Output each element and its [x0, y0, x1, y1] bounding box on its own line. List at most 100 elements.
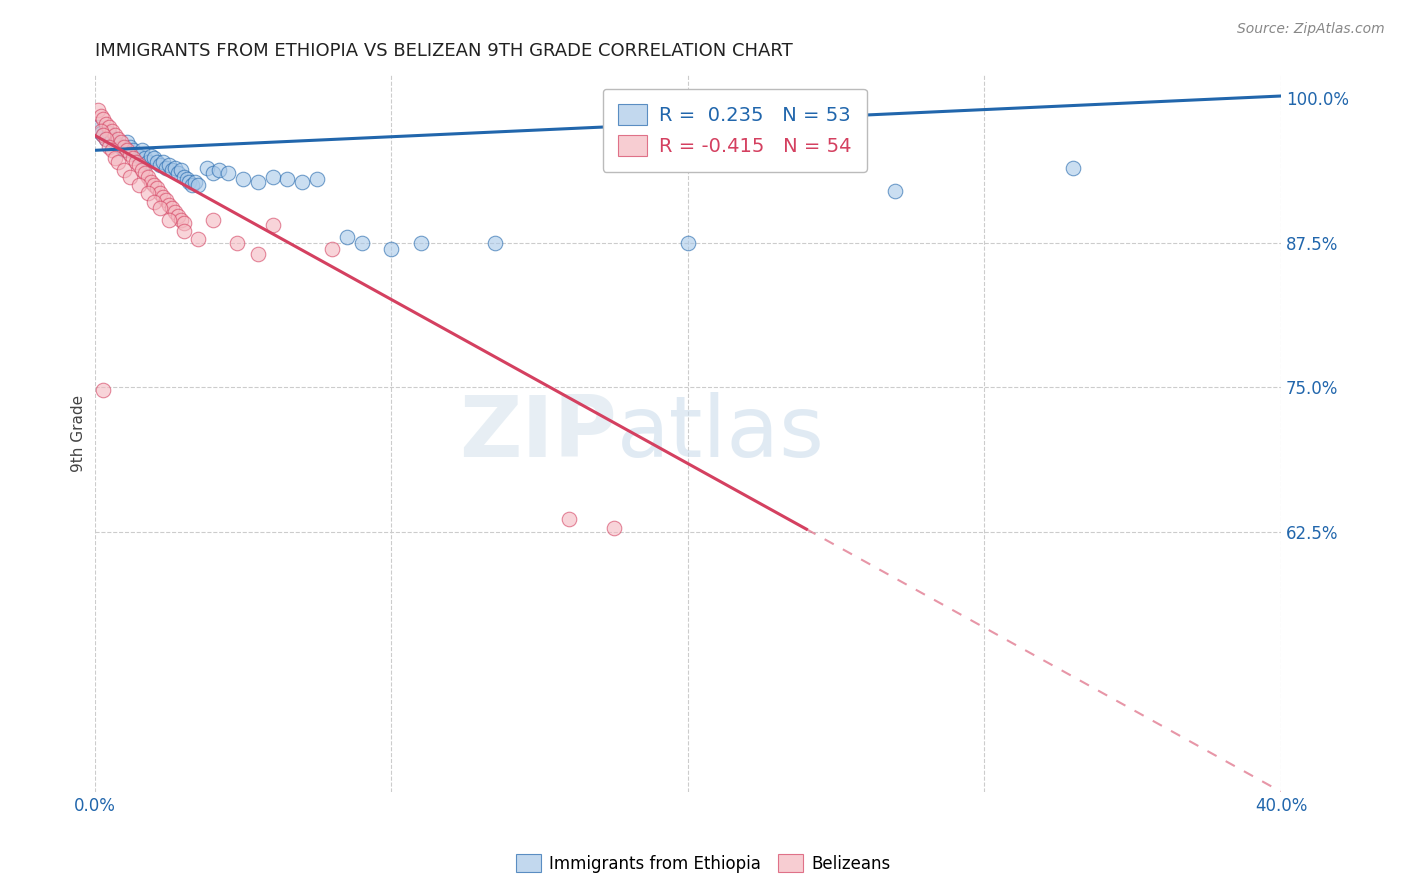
- Point: [98, 120, 121, 135]
- Point: [484, 235, 506, 250]
- Point: [262, 219, 284, 233]
- Text: ZIP: ZIP: [458, 392, 617, 475]
- Point: [246, 247, 269, 261]
- Point: [155, 161, 177, 175]
- Point: [169, 163, 191, 178]
- Point: [380, 242, 402, 256]
- Point: [110, 140, 132, 154]
- Point: [176, 172, 198, 186]
- Point: [101, 144, 124, 158]
- Point: [112, 144, 135, 158]
- Point: [115, 135, 138, 149]
- Point: [208, 163, 231, 178]
- Point: [321, 242, 343, 256]
- Point: [96, 132, 118, 146]
- Point: [187, 232, 209, 246]
- Point: [125, 146, 148, 161]
- Point: [149, 158, 172, 172]
- Text: Source: ZipAtlas.com: Source: ZipAtlas.com: [1237, 22, 1385, 37]
- Point: [232, 172, 254, 186]
- Point: [86, 120, 108, 135]
- Point: [160, 201, 183, 215]
- Point: [157, 212, 180, 227]
- Point: [1062, 161, 1084, 175]
- Text: IMMIGRANTS FROM ETHIOPIA VS BELIZEAN 9TH GRADE CORRELATION CHART: IMMIGRANTS FROM ETHIOPIA VS BELIZEAN 9TH…: [94, 42, 793, 60]
- Point: [163, 161, 186, 175]
- Point: [157, 158, 180, 172]
- Point: [134, 152, 156, 166]
- Point: [142, 178, 165, 192]
- Point: [120, 146, 142, 161]
- Point: [115, 144, 138, 158]
- Point: [131, 163, 153, 178]
- Point: [128, 158, 150, 172]
- Point: [128, 178, 150, 192]
- Point: [166, 166, 188, 180]
- Point: [179, 175, 201, 189]
- Point: [136, 154, 159, 169]
- Point: [112, 140, 135, 154]
- Y-axis label: 9th Grade: 9th Grade: [72, 395, 86, 472]
- Point: [104, 152, 127, 166]
- Point: [104, 128, 127, 143]
- Legend: Immigrants from Ethiopia, Belizeans: Immigrants from Ethiopia, Belizeans: [509, 847, 897, 880]
- Point: [96, 132, 118, 146]
- Point: [157, 197, 180, 211]
- Point: [152, 154, 174, 169]
- Point: [98, 140, 121, 154]
- Point: [96, 117, 118, 131]
- Point: [173, 169, 195, 184]
- Point: [181, 178, 204, 192]
- Point: [217, 166, 239, 180]
- Point: [166, 209, 188, 223]
- Point: [86, 103, 108, 117]
- Point: [120, 169, 142, 184]
- Point: [187, 178, 209, 192]
- Point: [122, 144, 145, 158]
- Point: [142, 152, 165, 166]
- Point: [149, 186, 172, 200]
- Point: [160, 163, 183, 178]
- Point: [112, 163, 135, 178]
- Point: [136, 186, 159, 200]
- Point: [101, 132, 124, 146]
- Point: [169, 212, 191, 227]
- Point: [110, 135, 132, 149]
- Point: [101, 123, 124, 137]
- Point: [195, 161, 218, 175]
- Point: [602, 521, 624, 535]
- Point: [202, 166, 225, 180]
- Point: [93, 128, 115, 143]
- Point: [98, 126, 121, 140]
- Point: [89, 123, 111, 137]
- Point: [122, 152, 145, 166]
- Point: [291, 175, 314, 189]
- Point: [139, 175, 162, 189]
- Point: [276, 172, 298, 186]
- Point: [676, 235, 699, 250]
- Point: [202, 212, 225, 227]
- Point: [884, 184, 907, 198]
- Point: [226, 235, 249, 250]
- Point: [93, 112, 115, 127]
- Point: [184, 175, 207, 189]
- Point: [89, 126, 111, 140]
- Point: [152, 189, 174, 203]
- Point: [155, 193, 177, 207]
- Point: [146, 181, 169, 195]
- Point: [163, 204, 186, 219]
- Point: [134, 166, 156, 180]
- Point: [139, 149, 162, 163]
- Point: [173, 216, 195, 230]
- Point: [305, 172, 328, 186]
- Point: [136, 169, 159, 184]
- Point: [149, 201, 172, 215]
- Point: [246, 175, 269, 189]
- Point: [107, 154, 129, 169]
- Point: [262, 169, 284, 184]
- Point: [107, 132, 129, 146]
- Point: [93, 128, 115, 143]
- Point: [558, 512, 581, 526]
- Point: [336, 230, 359, 244]
- Text: atlas: atlas: [617, 392, 824, 475]
